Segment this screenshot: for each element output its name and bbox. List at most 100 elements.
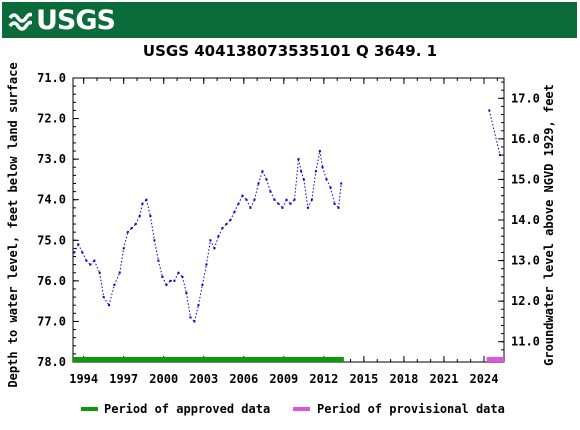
data-point — [241, 194, 244, 197]
data-point — [289, 202, 292, 205]
series-connector — [93, 260, 101, 273]
series-connector — [185, 292, 191, 318]
data-period-bar-provisional — [486, 357, 504, 362]
x-tick-label: 2018 — [389, 372, 418, 386]
data-point — [253, 198, 256, 201]
data-point — [122, 247, 125, 250]
data-point — [302, 178, 305, 181]
data-point — [85, 259, 88, 262]
data-point — [233, 210, 236, 213]
series-connector — [213, 236, 219, 249]
series-connector — [157, 260, 163, 277]
data-point — [77, 243, 80, 246]
series-connector — [258, 171, 263, 184]
y-tick-label-right: 14.0 — [511, 213, 540, 227]
data-point — [245, 198, 248, 201]
data-point — [81, 251, 84, 254]
data-point — [293, 198, 296, 201]
series-connector — [234, 203, 239, 213]
data-point — [225, 223, 228, 226]
series-connector — [326, 179, 331, 188]
x-tick-label: 2021 — [430, 372, 459, 386]
data-point — [141, 202, 144, 205]
series-connector — [282, 199, 287, 209]
x-tick-label: 2003 — [189, 372, 218, 386]
y-tick-label-left: 74.0 — [37, 193, 66, 207]
usgs-logo[interactable]: USGS — [8, 4, 116, 36]
y-tick-label-left: 73.0 — [37, 152, 66, 166]
data-point — [285, 198, 288, 201]
data-point — [329, 186, 332, 189]
y-tick-label-right: 15.0 — [511, 172, 540, 186]
data-point — [217, 235, 220, 238]
data-period-bar-approved — [73, 357, 344, 362]
y-tick-label-left: 77.0 — [37, 314, 66, 328]
data-point — [73, 251, 76, 254]
data-point — [337, 206, 340, 209]
series-connector — [311, 171, 317, 200]
series-connector — [230, 211, 235, 221]
data-point — [153, 239, 156, 242]
data-point — [149, 214, 152, 217]
series-connector — [113, 272, 121, 286]
data-point — [340, 182, 343, 185]
left-axis-ticks: 71.0 72.0 73.0 74.0 75.0 76.0 77.0 78.0 — [37, 71, 79, 369]
series-connector — [123, 232, 129, 249]
y-tick-label-left: 72.0 — [37, 112, 66, 126]
right-axis-ticks: 11.0 12.0 13.0 14.0 15.0 16.0 17.0 — [498, 81, 540, 359]
data-point — [193, 320, 196, 323]
series-connector — [197, 284, 203, 306]
data-point — [205, 263, 208, 266]
series-connector — [315, 150, 321, 172]
y-axis-label-right: Groundwater level above NGVD 1929, feet — [542, 84, 556, 366]
series-connector — [119, 248, 125, 273]
data-point — [213, 247, 216, 250]
data-point — [318, 150, 321, 153]
y-tick-label-right: 17.0 — [511, 91, 540, 105]
series-connector — [99, 272, 105, 298]
series-connector — [217, 227, 223, 237]
legend-approved-label: Period of approved data — [104, 402, 270, 416]
data-point — [277, 202, 280, 205]
legend: Period of approved data Period of provis… — [81, 402, 505, 416]
x-tick-label: 2006 — [229, 372, 258, 386]
data-point — [221, 227, 224, 230]
data-point — [333, 202, 336, 205]
data-point — [134, 223, 137, 226]
y-tick-label-right: 11.0 — [511, 335, 540, 349]
series-connector — [161, 276, 167, 286]
series-connector — [181, 276, 187, 294]
legend-provisional-label: Period of provisional data — [317, 402, 505, 416]
data-point — [488, 109, 491, 112]
series-connector — [145, 199, 151, 217]
series-connector — [262, 171, 267, 180]
series-connector — [173, 272, 179, 282]
data-point — [310, 198, 313, 201]
series-connector — [103, 296, 110, 306]
data-point — [157, 259, 160, 262]
data-point — [177, 271, 180, 274]
x-tick-label: 2024 — [470, 372, 499, 386]
data-point — [297, 158, 300, 161]
data-point — [261, 170, 264, 173]
series-connector — [139, 203, 143, 217]
usgs-banner: USGS — [2, 2, 577, 38]
series-points — [73, 109, 501, 323]
series-connector — [209, 240, 215, 249]
data-point — [89, 263, 92, 266]
series-connector — [250, 199, 255, 209]
series-connector — [153, 240, 159, 261]
series-connector — [238, 195, 243, 204]
y-tick-label-right: 13.0 — [511, 254, 540, 268]
series-connector — [294, 159, 300, 200]
y-tick-label-left: 76.0 — [37, 274, 66, 288]
series-connector — [322, 167, 328, 180]
data-point — [181, 275, 184, 278]
data-point — [93, 259, 96, 262]
x-tick-label: 1997 — [109, 372, 138, 386]
x-tick-label: 1994 — [69, 372, 98, 386]
data-point — [498, 154, 501, 157]
y-tick-label-left: 71.0 — [37, 71, 66, 85]
data-point — [113, 283, 116, 286]
logo-text: USGS — [36, 4, 116, 36]
